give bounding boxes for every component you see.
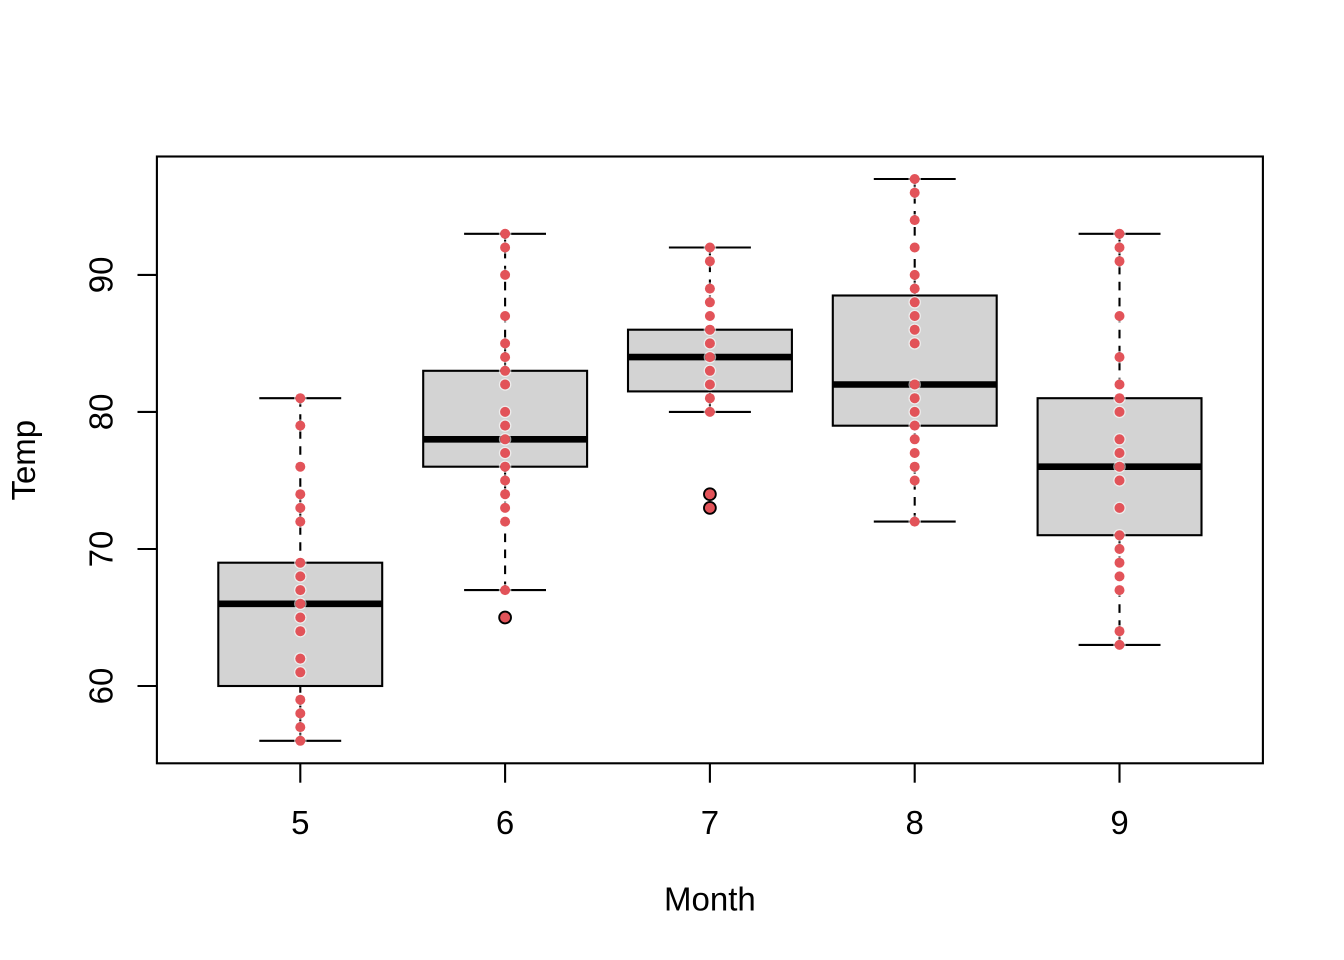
svg-text:9: 9: [1110, 804, 1128, 841]
svg-text:6: 6: [496, 804, 514, 841]
svg-text:70: 70: [83, 531, 120, 568]
svg-text:90: 90: [83, 257, 120, 294]
svg-text:5: 5: [291, 804, 309, 841]
svg-text:Month: Month: [664, 881, 756, 918]
svg-text:60: 60: [83, 668, 120, 705]
svg-text:8: 8: [906, 804, 924, 841]
svg-text:7: 7: [701, 804, 719, 841]
svg-text:Temp: Temp: [5, 420, 42, 501]
svg-text:80: 80: [83, 394, 120, 431]
